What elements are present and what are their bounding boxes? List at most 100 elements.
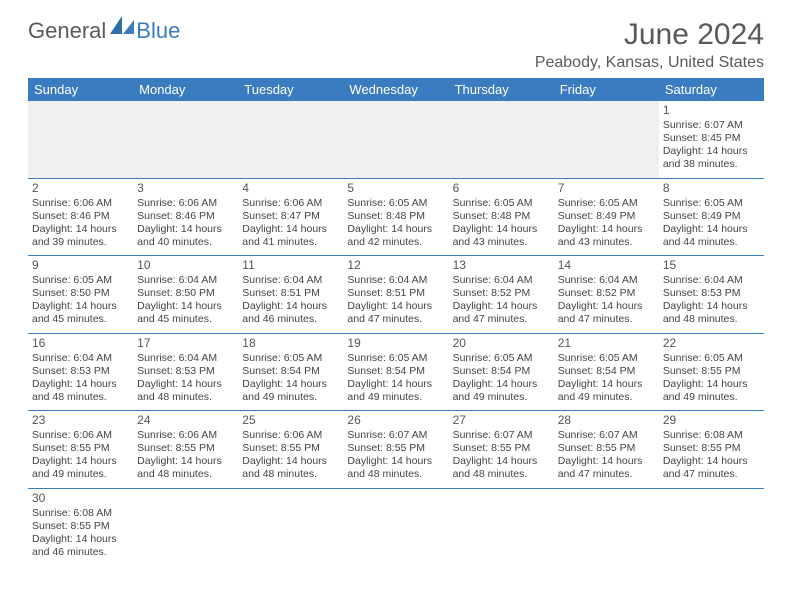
sunrise-line: Sunrise: 6:05 AM <box>663 197 760 210</box>
month-title: June 2024 <box>535 18 764 52</box>
day-number: 30 <box>32 491 129 506</box>
sunset-line: Sunset: 8:48 PM <box>453 210 550 223</box>
calendar-row: 30Sunrise: 6:08 AMSunset: 8:55 PMDayligh… <box>28 488 764 565</box>
daylight-line: Daylight: 14 hours and 48 minutes. <box>347 455 444 481</box>
calendar-cell <box>238 101 343 178</box>
sunset-line: Sunset: 8:55 PM <box>32 520 129 533</box>
daylight-line: Daylight: 14 hours and 47 minutes. <box>663 455 760 481</box>
daylight-line: Daylight: 14 hours and 48 minutes. <box>32 378 129 404</box>
sunset-line: Sunset: 8:55 PM <box>242 442 339 455</box>
sunset-line: Sunset: 8:55 PM <box>453 442 550 455</box>
sunset-line: Sunset: 8:46 PM <box>32 210 129 223</box>
sunrise-line: Sunrise: 6:06 AM <box>242 197 339 210</box>
day-number: 10 <box>137 258 234 273</box>
daylight-line: Daylight: 14 hours and 49 minutes. <box>453 378 550 404</box>
sunset-line: Sunset: 8:46 PM <box>137 210 234 223</box>
logo: General Blue <box>28 18 180 44</box>
calendar-body: 1Sunrise: 6:07 AMSunset: 8:45 PMDaylight… <box>28 101 764 565</box>
day-number: 25 <box>242 413 339 428</box>
sunset-line: Sunset: 8:50 PM <box>137 287 234 300</box>
sunrise-line: Sunrise: 6:07 AM <box>558 429 655 442</box>
calendar-cell: 16Sunrise: 6:04 AMSunset: 8:53 PMDayligh… <box>28 333 133 411</box>
dayhdr-sat: Saturday <box>659 78 764 101</box>
sunrise-line: Sunrise: 6:04 AM <box>137 274 234 287</box>
sunrise-line: Sunrise: 6:05 AM <box>558 352 655 365</box>
daylight-line: Daylight: 14 hours and 42 minutes. <box>347 223 444 249</box>
sunrise-line: Sunrise: 6:06 AM <box>137 429 234 442</box>
day-number: 2 <box>32 181 129 196</box>
daylight-line: Daylight: 14 hours and 48 minutes. <box>137 378 234 404</box>
logo-sail-icon <box>110 16 136 42</box>
calendar-row: 23Sunrise: 6:06 AMSunset: 8:55 PMDayligh… <box>28 411 764 489</box>
calendar-cell: 3Sunrise: 6:06 AMSunset: 8:46 PMDaylight… <box>133 178 238 256</box>
day-number: 29 <box>663 413 760 428</box>
calendar-cell: 2Sunrise: 6:06 AMSunset: 8:46 PMDaylight… <box>28 178 133 256</box>
daylight-line: Daylight: 14 hours and 47 minutes. <box>558 455 655 481</box>
day-number: 22 <box>663 336 760 351</box>
day-number: 28 <box>558 413 655 428</box>
calendar-cell: 5Sunrise: 6:05 AMSunset: 8:48 PMDaylight… <box>343 178 448 256</box>
calendar-cell: 25Sunrise: 6:06 AMSunset: 8:55 PMDayligh… <box>238 411 343 489</box>
sunrise-line: Sunrise: 6:05 AM <box>347 197 444 210</box>
day-number: 17 <box>137 336 234 351</box>
daylight-line: Daylight: 14 hours and 44 minutes. <box>663 223 760 249</box>
sunset-line: Sunset: 8:53 PM <box>137 365 234 378</box>
calendar-cell <box>449 488 554 565</box>
title-block: June 2024 Peabody, Kansas, United States <box>535 18 764 72</box>
calendar-cell: 1Sunrise: 6:07 AMSunset: 8:45 PMDaylight… <box>659 101 764 178</box>
day-number: 20 <box>453 336 550 351</box>
sunrise-line: Sunrise: 6:06 AM <box>137 197 234 210</box>
daylight-line: Daylight: 14 hours and 47 minutes. <box>453 300 550 326</box>
calendar-cell <box>449 101 554 178</box>
calendar-cell <box>133 101 238 178</box>
calendar-row: 2Sunrise: 6:06 AMSunset: 8:46 PMDaylight… <box>28 178 764 256</box>
sunrise-line: Sunrise: 6:07 AM <box>347 429 444 442</box>
sunset-line: Sunset: 8:54 PM <box>242 365 339 378</box>
day-number: 19 <box>347 336 444 351</box>
daylight-line: Daylight: 14 hours and 49 minutes. <box>347 378 444 404</box>
daylight-line: Daylight: 14 hours and 49 minutes. <box>663 378 760 404</box>
calendar-cell: 6Sunrise: 6:05 AMSunset: 8:48 PMDaylight… <box>449 178 554 256</box>
daylight-line: Daylight: 14 hours and 49 minutes. <box>242 378 339 404</box>
sunset-line: Sunset: 8:55 PM <box>663 365 760 378</box>
sunrise-line: Sunrise: 6:04 AM <box>663 274 760 287</box>
daylight-line: Daylight: 14 hours and 48 minutes. <box>137 455 234 481</box>
sunrise-line: Sunrise: 6:06 AM <box>32 429 129 442</box>
sunrise-line: Sunrise: 6:05 AM <box>453 197 550 210</box>
calendar-cell: 27Sunrise: 6:07 AMSunset: 8:55 PMDayligh… <box>449 411 554 489</box>
calendar-cell <box>554 101 659 178</box>
sunset-line: Sunset: 8:52 PM <box>558 287 655 300</box>
daylight-line: Daylight: 14 hours and 43 minutes. <box>558 223 655 249</box>
sunrise-line: Sunrise: 6:05 AM <box>242 352 339 365</box>
day-number: 8 <box>663 181 760 196</box>
sunrise-line: Sunrise: 6:05 AM <box>663 352 760 365</box>
sunrise-line: Sunrise: 6:06 AM <box>242 429 339 442</box>
daylight-line: Daylight: 14 hours and 39 minutes. <box>32 223 129 249</box>
sunset-line: Sunset: 8:54 PM <box>558 365 655 378</box>
sunset-line: Sunset: 8:49 PM <box>663 210 760 223</box>
day-number: 26 <box>347 413 444 428</box>
daylight-line: Daylight: 14 hours and 46 minutes. <box>32 533 129 559</box>
day-number: 7 <box>558 181 655 196</box>
sunset-line: Sunset: 8:55 PM <box>347 442 444 455</box>
day-number: 5 <box>347 181 444 196</box>
logo-text-blue: Blue <box>136 18 180 44</box>
calendar-cell: 10Sunrise: 6:04 AMSunset: 8:50 PMDayligh… <box>133 256 238 334</box>
sunset-line: Sunset: 8:51 PM <box>347 287 444 300</box>
day-number: 13 <box>453 258 550 273</box>
calendar-cell <box>343 101 448 178</box>
calendar-cell: 8Sunrise: 6:05 AMSunset: 8:49 PMDaylight… <box>659 178 764 256</box>
day-number: 3 <box>137 181 234 196</box>
calendar-cell: 24Sunrise: 6:06 AMSunset: 8:55 PMDayligh… <box>133 411 238 489</box>
day-header-row: Sunday Monday Tuesday Wednesday Thursday… <box>28 78 764 101</box>
daylight-line: Daylight: 14 hours and 48 minutes. <box>453 455 550 481</box>
calendar-cell: 4Sunrise: 6:06 AMSunset: 8:47 PMDaylight… <box>238 178 343 256</box>
calendar-cell: 9Sunrise: 6:05 AMSunset: 8:50 PMDaylight… <box>28 256 133 334</box>
sunset-line: Sunset: 8:54 PM <box>347 365 444 378</box>
sunrise-line: Sunrise: 6:06 AM <box>32 197 129 210</box>
sunset-line: Sunset: 8:55 PM <box>137 442 234 455</box>
day-number: 11 <box>242 258 339 273</box>
calendar-cell: 29Sunrise: 6:08 AMSunset: 8:55 PMDayligh… <box>659 411 764 489</box>
sunrise-line: Sunrise: 6:07 AM <box>663 119 760 132</box>
calendar-cell: 7Sunrise: 6:05 AMSunset: 8:49 PMDaylight… <box>554 178 659 256</box>
